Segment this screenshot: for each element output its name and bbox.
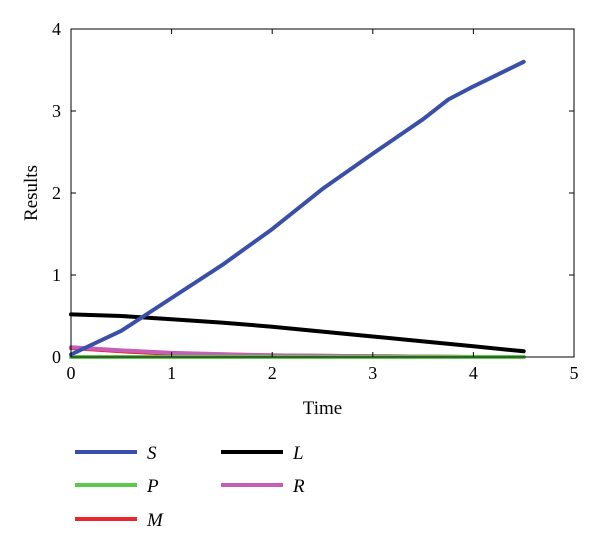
legend-label-L: L bbox=[292, 443, 304, 464]
x-tick-label: 2 bbox=[268, 363, 277, 383]
legend-label-S: S bbox=[147, 443, 157, 464]
series-line-S bbox=[69, 59, 526, 357]
y-tick-label: 4 bbox=[52, 19, 61, 39]
plot-frame bbox=[70, 28, 575, 358]
series-lines bbox=[69, 59, 526, 359]
y-tick-label: 3 bbox=[52, 101, 61, 121]
series-line-L bbox=[69, 312, 526, 354]
legend-label-P: P bbox=[146, 476, 159, 497]
x-tick-label: 0 bbox=[67, 363, 76, 383]
x-tick-label: 1 bbox=[167, 363, 176, 383]
axis-ticks: 0 1 2 3 4 5 0 1 2 3 4 bbox=[52, 19, 579, 383]
legend-label-R: R bbox=[292, 476, 305, 497]
x-tick-label: 4 bbox=[469, 363, 478, 383]
x-tick-label: 5 bbox=[570, 363, 579, 383]
y-tick-label: 0 bbox=[52, 347, 61, 367]
y-axis-label: Results bbox=[21, 165, 42, 221]
x-tick-label: 3 bbox=[368, 363, 377, 383]
legend-label-M: M bbox=[146, 510, 164, 531]
x-axis-label: Time bbox=[303, 398, 342, 419]
y-tick-label: 1 bbox=[52, 265, 61, 285]
legend: SPM LR bbox=[75, 443, 305, 531]
y-tick-label: 2 bbox=[52, 183, 61, 203]
